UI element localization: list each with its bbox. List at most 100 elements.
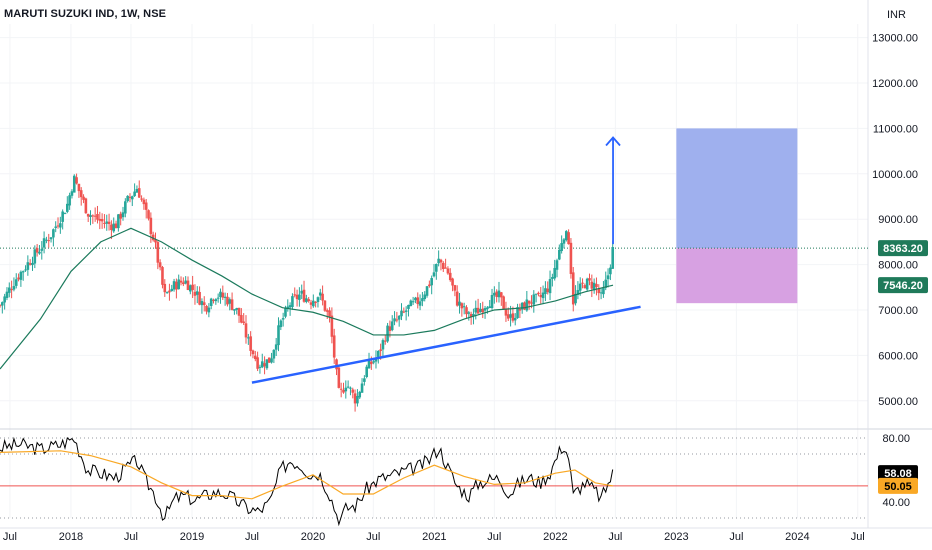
candle-body: [571, 272, 575, 305]
candle-body: [82, 196, 85, 200]
candle-body: [1, 302, 4, 306]
candle-body: [61, 211, 64, 222]
candle-body: [495, 291, 498, 297]
price-tick-label: 6000.00: [878, 350, 918, 362]
candle-body: [479, 308, 482, 313]
candle-body: [532, 294, 536, 305]
candle-body: [504, 308, 508, 316]
candle-body: [117, 214, 120, 229]
candle-body: [70, 191, 74, 196]
candle-body: [381, 340, 385, 350]
candle-body: [212, 299, 215, 301]
price-tick-label: 11000.00: [873, 123, 918, 135]
candle-body: [288, 305, 292, 308]
candle-body: [309, 302, 313, 305]
candle-body: [45, 239, 48, 241]
projection-arrow-head: [605, 136, 621, 147]
candle-body: [274, 344, 278, 350]
candle-body: [184, 280, 187, 284]
candle-body: [604, 279, 608, 288]
candle-body: [358, 391, 362, 398]
candle-body: [209, 298, 213, 306]
candle-body: [189, 285, 192, 292]
price-tick-label: 10000.00: [872, 169, 918, 181]
candle-body: [119, 213, 122, 219]
candle-body: [560, 243, 563, 252]
price-badge: [878, 240, 928, 257]
time-tick-label: 2020: [301, 531, 325, 543]
candle-body: [93, 215, 97, 217]
candle-body: [298, 294, 301, 300]
time-tick-label: Jul: [366, 531, 380, 543]
candle-body: [54, 226, 58, 228]
candle-body: [585, 278, 589, 290]
candle-body: [323, 300, 327, 311]
candle-body: [418, 301, 422, 306]
rsi-badge-label: 58.08: [884, 468, 912, 480]
chart-title: MARUTI SUZUKI IND, 1W, NSE: [4, 8, 167, 20]
candle-body: [112, 223, 116, 232]
candle-body: [544, 288, 547, 294]
price-tick-label: 13000.00: [872, 33, 918, 45]
candle-body: [47, 240, 51, 242]
candle-body: [455, 291, 459, 306]
candle-body: [200, 301, 204, 306]
rsi-tick-label: 40.00: [882, 497, 910, 509]
candle-body: [530, 302, 533, 304]
candle-body: [523, 302, 526, 310]
candle-body: [253, 355, 257, 360]
candle-body: [465, 307, 468, 315]
candle-body: [286, 306, 290, 309]
candle-body: [483, 308, 487, 311]
candle-body: [12, 286, 16, 290]
candle-body: [553, 267, 556, 279]
candle-body: [267, 357, 271, 363]
candle-body: [404, 310, 408, 312]
candle-body: [281, 318, 285, 320]
candle-body: [128, 196, 132, 198]
price-badge-label: 7546.20: [883, 280, 923, 292]
candle-body: [337, 367, 341, 388]
candle-body: [284, 307, 287, 317]
candle-body: [609, 267, 612, 275]
candle-body: [247, 337, 250, 339]
candle-body: [581, 282, 584, 284]
time-tick-label: 2022: [543, 531, 567, 543]
candle-body: [35, 248, 39, 253]
candle-body: [186, 280, 190, 291]
candle-body: [202, 302, 206, 306]
time-tick-label: 2019: [180, 531, 204, 543]
candle-body: [59, 223, 62, 228]
candle-body: [56, 225, 60, 227]
candle-body: [302, 289, 306, 302]
candle-body: [63, 213, 67, 215]
candle-body: [592, 282, 596, 291]
candle-body: [258, 366, 262, 368]
candle-body: [490, 294, 494, 309]
candle-body: [472, 313, 475, 316]
time-tick-label: Jul: [851, 531, 865, 543]
candle-body: [541, 292, 545, 299]
candle-body: [425, 286, 429, 296]
candle-body: [31, 262, 34, 266]
candle-body: [216, 297, 220, 299]
candle-body: [223, 296, 227, 298]
candle-body: [316, 297, 320, 303]
candle-body: [179, 280, 183, 283]
candle-body: [100, 219, 104, 222]
candle-body: [226, 296, 229, 305]
candle-body: [383, 340, 387, 342]
candle-body: [126, 195, 129, 202]
price-badge: [878, 277, 928, 294]
candle-body: [149, 217, 153, 235]
candle-body: [77, 183, 81, 192]
candle-body: [305, 298, 308, 302]
candle-body: [567, 232, 570, 245]
candle-body: [397, 315, 401, 320]
candle-body: [182, 282, 185, 285]
candle-body: [444, 267, 447, 269]
candle-body: [86, 213, 90, 217]
candle-body: [416, 297, 420, 305]
target-zone-box: [676, 128, 798, 249]
